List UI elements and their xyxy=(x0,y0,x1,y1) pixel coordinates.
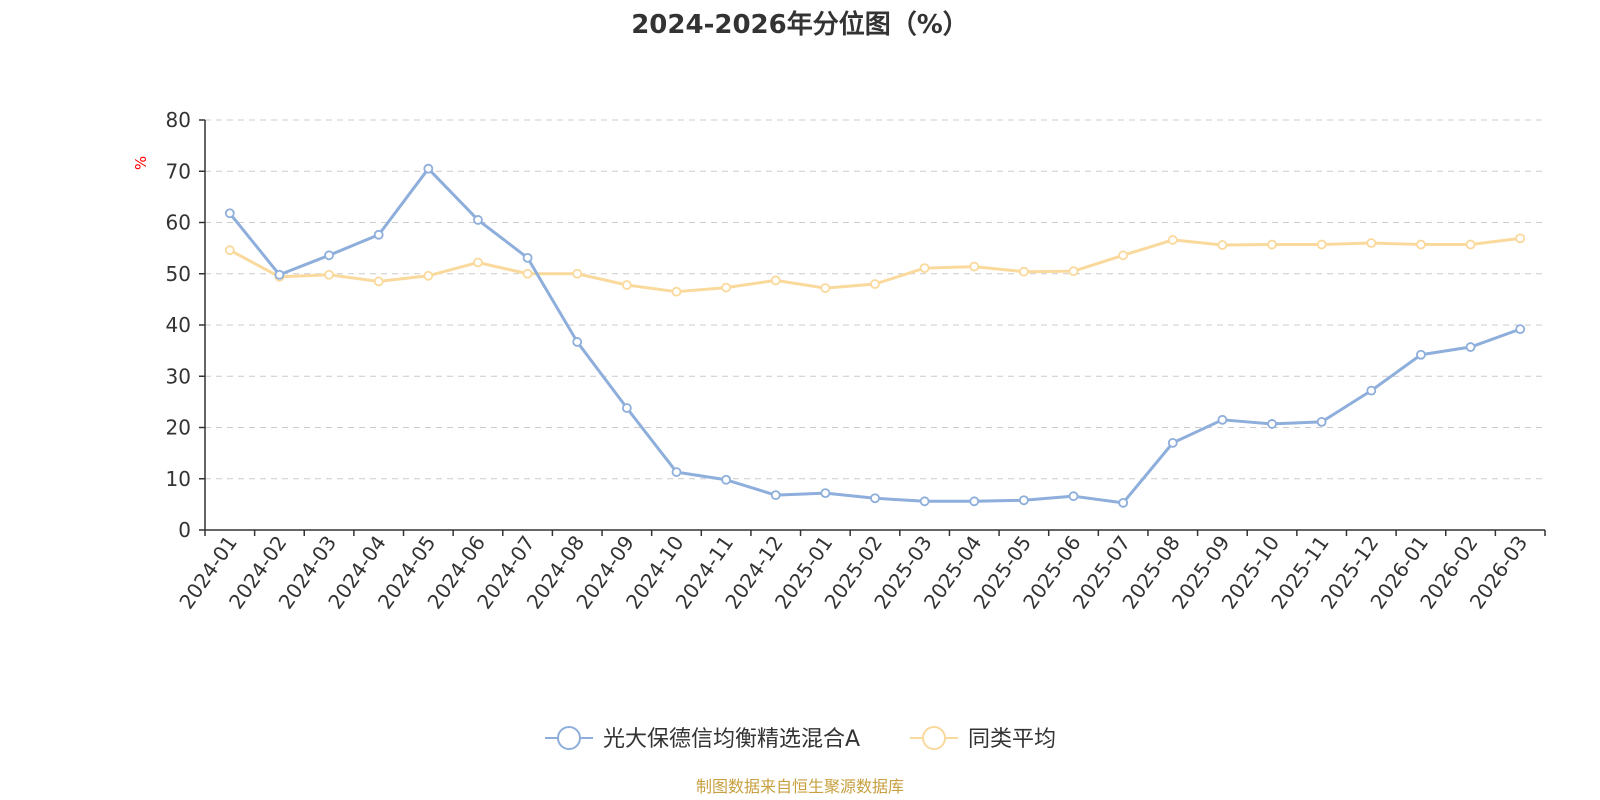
data-point xyxy=(770,275,781,286)
data-point xyxy=(1465,342,1476,352)
data-point xyxy=(1217,240,1228,250)
data-point xyxy=(224,245,235,256)
data-point xyxy=(1316,416,1327,427)
data-point xyxy=(621,403,632,413)
data-point xyxy=(473,257,483,268)
data-point xyxy=(373,229,384,240)
series-0 xyxy=(224,163,1526,508)
series-line xyxy=(228,167,1521,505)
data-point xyxy=(969,496,980,507)
data-point xyxy=(721,474,732,485)
grid-lines xyxy=(205,119,1545,480)
y-tick-label: 50 xyxy=(166,262,191,286)
legend-item-1: 同类平均 xyxy=(910,726,1056,752)
data-point xyxy=(1018,266,1029,277)
data-point xyxy=(224,208,235,219)
series-1 xyxy=(224,233,1526,297)
y-tick-label: 80 xyxy=(166,108,191,132)
data-point xyxy=(572,268,583,279)
axes: 010203040506070802024-012024-022024-0320… xyxy=(166,108,1546,613)
data-point xyxy=(1167,437,1178,448)
y-tick-label: 40 xyxy=(166,313,191,337)
data-point xyxy=(1416,239,1426,250)
data-point xyxy=(1416,349,1426,360)
data-point xyxy=(1515,324,1526,335)
data-point xyxy=(522,268,533,279)
data-point xyxy=(1366,385,1377,396)
y-tick-label: 0 xyxy=(178,518,191,542)
data-point xyxy=(1018,495,1029,506)
y-tick-label: 10 xyxy=(166,467,191,491)
y-tick-label: 60 xyxy=(166,211,191,235)
legend-label: 光大保德信均衡精选混合A xyxy=(603,727,860,752)
data-point xyxy=(1068,491,1079,502)
data-point xyxy=(770,490,781,501)
data-point xyxy=(572,337,583,347)
data-point xyxy=(671,467,682,477)
chart-title: 2024-2026年分位图（%） xyxy=(631,9,969,40)
data-point xyxy=(1118,250,1129,261)
legend-label: 同类平均 xyxy=(968,727,1056,752)
data-point xyxy=(1267,239,1277,250)
data-point xyxy=(473,215,483,225)
data-point xyxy=(820,488,831,499)
data-point xyxy=(1118,497,1129,508)
data-point xyxy=(1465,239,1476,250)
data-point xyxy=(919,496,930,507)
data-source-note: 制图数据来自恒生聚源数据库 xyxy=(696,777,904,796)
legend-item-0: 光大保德信均衡精选混合A xyxy=(545,726,860,752)
legend: 光大保德信均衡精选混合A 同类平均 xyxy=(545,726,1056,752)
y-axis-label: % xyxy=(132,156,150,170)
data-point xyxy=(919,263,930,274)
data-point xyxy=(1366,238,1377,248)
data-point xyxy=(870,493,880,504)
legend-marker xyxy=(557,726,581,750)
y-tick-label: 20 xyxy=(166,416,191,440)
data-point xyxy=(1515,233,1526,244)
legend-marker xyxy=(922,726,946,750)
data-point xyxy=(1267,419,1277,429)
data-point xyxy=(870,279,880,289)
data-point xyxy=(820,283,831,294)
data-point xyxy=(1217,414,1228,425)
y-tick-label: 70 xyxy=(166,159,191,183)
data-point xyxy=(1316,239,1327,250)
data-point xyxy=(1068,266,1079,277)
y-tick-label: 30 xyxy=(166,364,191,388)
data-point xyxy=(324,269,334,280)
data-point xyxy=(373,276,384,287)
data-point xyxy=(671,286,682,297)
data-point xyxy=(274,269,285,280)
data-point xyxy=(423,270,434,281)
series-lines xyxy=(224,163,1526,508)
data-point xyxy=(423,163,434,174)
data-point xyxy=(324,250,334,261)
data-point xyxy=(522,252,533,263)
data-point xyxy=(1167,235,1178,245)
data-point xyxy=(621,280,632,290)
data-point xyxy=(969,261,980,272)
data-point xyxy=(721,282,732,293)
